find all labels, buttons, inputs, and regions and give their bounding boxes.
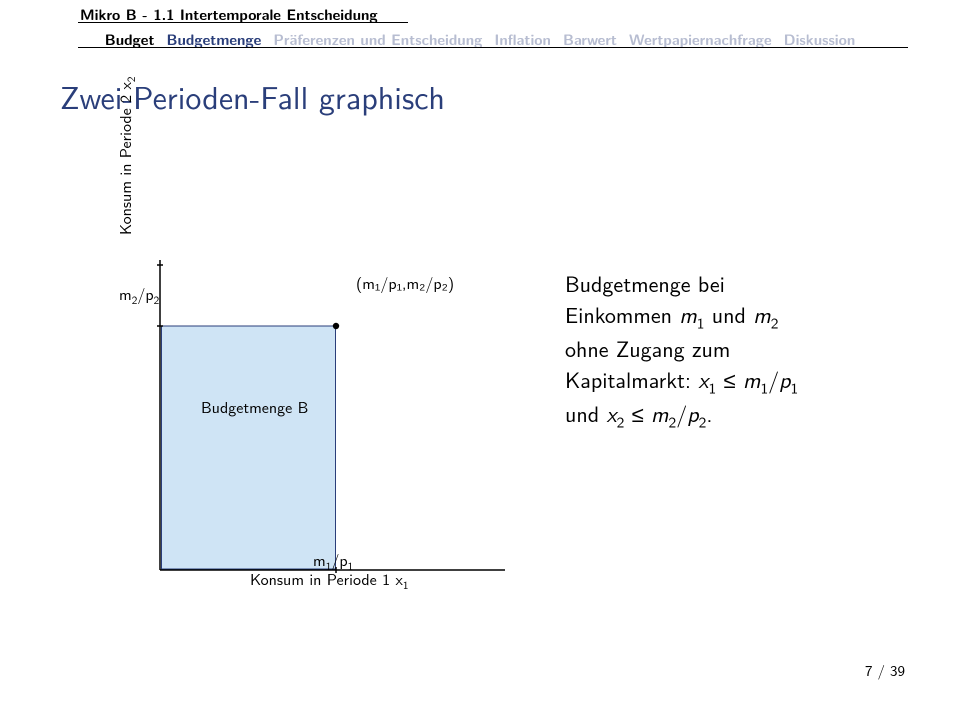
page-number: 7 / 39 [865, 659, 905, 681]
y-axis-label: Konsum in Periode 2 x2 [113, 77, 139, 235]
endowment-point [333, 323, 339, 329]
y-tick-label: m2/p2 [119, 282, 159, 308]
budget-label: Budgetmenge B [201, 395, 308, 418]
x-axis-label: Konsum in Periode 1 x1 [250, 567, 408, 593]
nav-rule [78, 47, 908, 48]
budget-region [162, 326, 336, 569]
header-rule [78, 22, 408, 23]
endowment-label: (m₁/p₁,m₂/p₂) [356, 271, 454, 294]
body-text: Budgetmenge bei Einkommen m1 und m2 ohne… [565, 268, 925, 431]
chart [120, 255, 520, 540]
